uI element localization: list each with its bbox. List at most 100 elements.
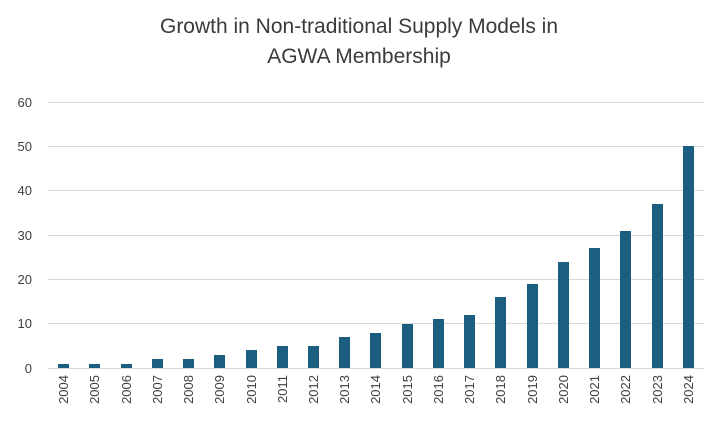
x-tick-label-2019: 2019 [524,375,540,404]
bar-2005 [89,363,101,368]
x-slot: 2014 [360,369,391,425]
x-tick-label-2018: 2018 [493,375,509,404]
x-tick-label-2008: 2008 [181,375,197,404]
bar-2022 [620,230,632,368]
x-slot: 2006 [110,369,141,425]
bar-slot [454,102,485,368]
bar-2009 [214,354,226,368]
x-tick-label-2016: 2016 [430,375,446,404]
bar-slot [173,102,204,368]
gridline-0 [48,367,704,369]
x-tick-label-2011: 2011 [274,375,290,403]
bar-slot [610,102,641,368]
gridline-50 [48,145,704,147]
bar-2008 [183,359,195,368]
bar-slot [392,102,423,368]
x-slot: 2024 [673,369,704,425]
y-tick-label-0: 0 [24,360,32,376]
y-tick-label-10: 10 [17,316,32,332]
x-tick-label-2010: 2010 [243,375,259,404]
bar-2012 [307,345,319,368]
bar-2021 [589,248,601,368]
bar-slot [204,102,235,368]
bar-2020 [557,261,569,368]
bar-slot [298,102,329,368]
x-slot: 2020 [548,369,579,425]
bar-2004 [58,363,70,368]
x-tick-label-2017: 2017 [462,375,478,404]
bar-2017 [464,314,476,368]
x-slot: 2010 [235,369,266,425]
bar-slot [267,102,298,368]
x-slot: 2016 [423,369,454,425]
bar-slot [235,102,266,368]
bar-slot [641,102,672,368]
bar-2006 [120,363,132,368]
x-axis: 2004 2005 2006 2007 2008 2009 2010 2011 2012 2013… [48,369,704,425]
x-slot: 2013 [329,369,360,425]
bar-2013 [339,336,351,368]
x-tick-label-2009: 2009 [212,375,228,404]
bar-slot [79,102,110,368]
bar-2018 [495,297,507,368]
bar-2015 [401,323,413,368]
bar-slot [329,102,360,368]
x-tick-label-2004: 2004 [56,375,72,404]
bar-2016 [432,319,444,368]
bar-slot [485,102,516,368]
bar-slot [142,102,173,368]
x-slot: 2005 [79,369,110,425]
x-tick-label-2007: 2007 [149,375,165,404]
bar-slot [517,102,548,368]
gridline-60 [48,101,704,103]
x-slot: 2017 [454,369,485,425]
x-tick-label-2023: 2023 [649,375,665,404]
x-slot: 2009 [204,369,235,425]
chart-title: Growth in Non-traditional Supply Models … [0,12,718,72]
x-tick-label-2006: 2006 [118,375,134,404]
x-tick-label-2021: 2021 [587,375,603,404]
y-axis: 0 10 20 30 40 50 60 [0,95,40,376]
gridline-30 [48,234,704,236]
y-tick-label-40: 40 [17,183,32,199]
x-slot: 2012 [298,369,329,425]
bar-2023 [651,203,663,368]
y-tick-label-50: 50 [17,138,32,154]
x-slot: 2008 [173,369,204,425]
bar-slot [360,102,391,368]
bar-slot [48,102,79,368]
x-slot: 2007 [142,369,173,425]
bar-slot [673,102,704,368]
x-tick-label-2020: 2020 [555,375,571,404]
x-tick-label-2012: 2012 [305,375,321,404]
x-slot: 2004 [48,369,79,425]
x-slot: 2021 [579,369,610,425]
bar-2019 [526,283,538,368]
x-slot: 2015 [392,369,423,425]
x-tick-label-2014: 2014 [368,375,384,404]
x-slot: 2018 [485,369,516,425]
chart-title-line-2: AGWA Membership [267,45,451,68]
bar-slot [110,102,141,368]
bar-2011 [276,345,288,368]
x-tick-label-2022: 2022 [618,375,634,404]
x-tick-label-2013: 2013 [337,375,353,404]
y-tick-label-30: 30 [17,227,32,243]
bar-slot [579,102,610,368]
gridline-10 [48,323,704,325]
bar-2010 [245,350,257,368]
gridline-20 [48,278,704,280]
bar-slot [423,102,454,368]
x-slot: 2022 [610,369,641,425]
y-tick-label-20: 20 [17,271,32,287]
x-tick-label-2024: 2024 [680,375,696,404]
x-slot: 2023 [641,369,672,425]
bars-container [48,102,704,368]
chart-title-line-1: Growth in Non-traditional Supply Models … [159,15,559,38]
plot-area [48,101,704,369]
gridline-40 [48,190,704,192]
bar-slot [548,102,579,368]
x-slot: 2019 [517,369,548,425]
x-slot: 2011 [267,369,298,425]
